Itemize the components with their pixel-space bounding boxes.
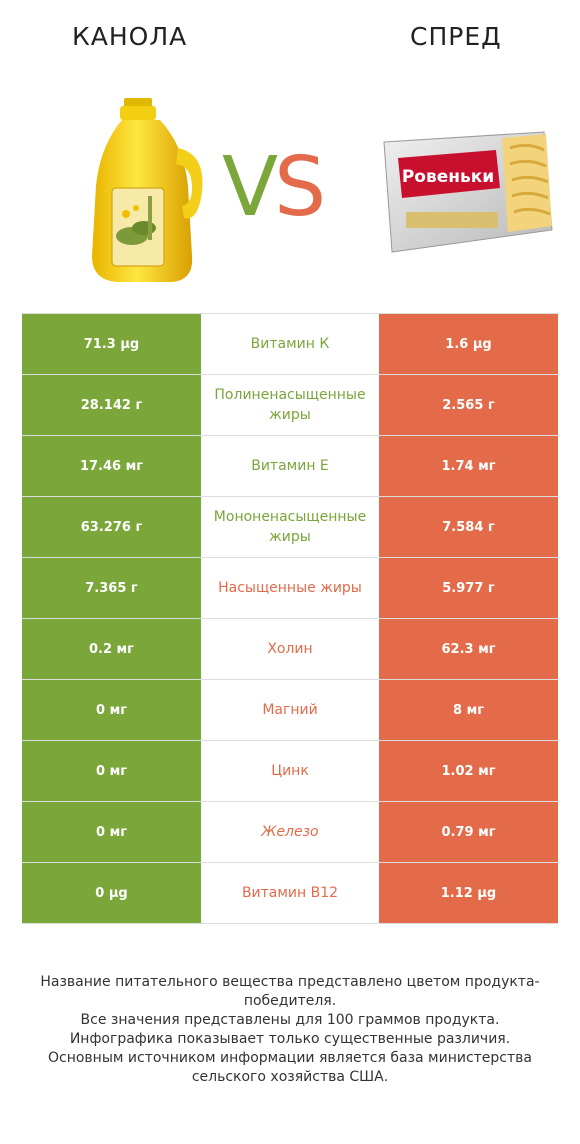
nutrient-name: Железо (261, 824, 319, 840)
left-value: 0 мг (22, 741, 201, 801)
right-value: 62.3 мг (379, 619, 558, 679)
vs-label: VS (222, 140, 326, 235)
nutrient-name: Витамин Е (251, 458, 329, 474)
nutrient-name: Холин (267, 641, 313, 657)
table-row: 0.2 мг Холин 62.3 мг (22, 619, 558, 680)
left-value: 17.46 мг (22, 436, 201, 496)
left-value: 28.142 г (22, 375, 201, 435)
left-value: 7.365 г (22, 558, 201, 618)
nutrient-name: Цинк (271, 763, 309, 779)
table-row: 28.142 г Полиненасыщенные жиры 2.565 г (22, 375, 558, 436)
nutrient-name: Магний (262, 702, 318, 718)
table-row: 71.3 µg Витамин К 1.6 µg (22, 313, 558, 375)
right-value: 1.6 µg (379, 314, 558, 374)
right-value: 1.12 µg (379, 863, 558, 923)
left-value: 0 мг (22, 802, 201, 862)
table-row: 0 мг Цинк 1.02 мг (22, 741, 558, 802)
left-product-title: КАНОЛА (72, 22, 188, 51)
table-row: 63.276 г Мононенасыщенные жиры 7.584 г (22, 497, 558, 558)
left-value: 0 µg (22, 863, 201, 923)
nutrient-name: Витамин К (250, 336, 330, 352)
right-value: 2.565 г (379, 375, 558, 435)
footer-notes: Название питательного вещества представл… (20, 973, 560, 1087)
footer-line: Все значения представлены для 100 граммо… (80, 1012, 500, 1028)
left-value: 71.3 µg (22, 314, 201, 374)
right-value: 8 мг (379, 680, 558, 740)
right-value: 5.977 г (379, 558, 558, 618)
table-row: 7.365 г Насыщенные жиры 5.977 г (22, 558, 558, 619)
left-value: 63.276 г (22, 497, 201, 557)
right-value: 0.79 мг (379, 802, 558, 862)
comparison-table: 71.3 µg Витамин К 1.6 µg 28.142 г Полине… (22, 313, 558, 924)
right-product-title: СПРЕД (410, 22, 502, 51)
table-row: 0 µg Витамин B12 1.12 µg (22, 863, 558, 924)
table-row: 0 мг Железо 0.79 мг (22, 802, 558, 863)
canola-oil-bottle-image (92, 98, 203, 282)
table-row: 0 мг Магний 8 мг (22, 680, 558, 741)
left-value: 0 мг (22, 680, 201, 740)
spread-package-image: Ровеньки (383, 131, 553, 253)
footer-line: Основным источником информации является … (48, 1050, 532, 1085)
svg-text:Ровеньки: Ровеньки (402, 167, 494, 187)
right-value: 7.584 г (379, 497, 558, 557)
footer-line: Инфографика показывает только существенн… (69, 1031, 511, 1047)
right-value: 1.74 мг (379, 436, 558, 496)
nutrient-name: Насыщенные жиры (218, 580, 362, 596)
footer-line: Название питательного вещества представл… (40, 974, 540, 1009)
table-row: 17.46 мг Витамин Е 1.74 мг (22, 436, 558, 497)
right-value: 1.02 мг (379, 741, 558, 801)
nutrient-name: Полиненасыщенные жиры (214, 387, 366, 423)
left-value: 0.2 мг (22, 619, 201, 679)
nutrient-name: Мононенасыщенные жиры (213, 509, 367, 545)
nutrient-name: Витамин B12 (241, 885, 339, 901)
